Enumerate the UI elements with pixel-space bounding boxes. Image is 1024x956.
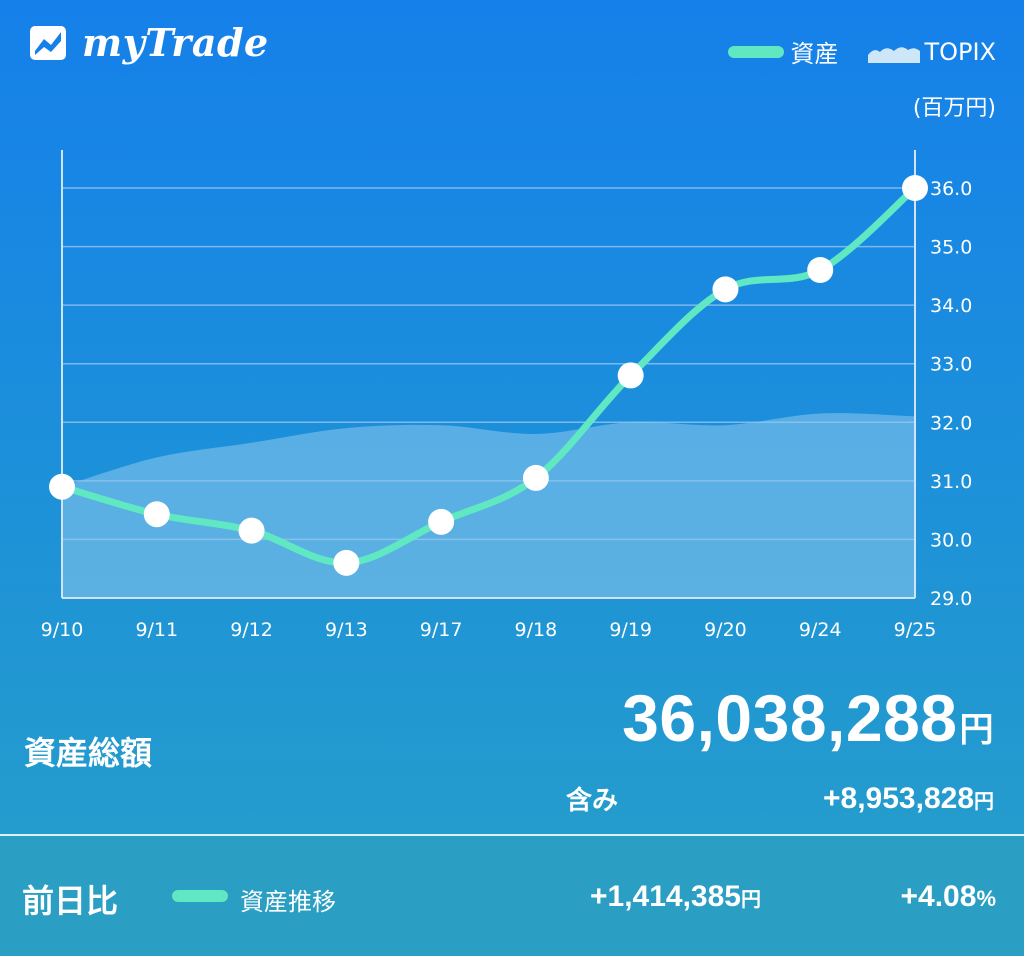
total-assets-value: 36,038,288円 bbox=[622, 680, 994, 756]
x-tick-label: 9/13 bbox=[325, 619, 368, 641]
daily-change-percent: +4.08% bbox=[901, 880, 996, 914]
asset-data-point[interactable] bbox=[333, 549, 360, 576]
app-logo: myTrade bbox=[30, 20, 269, 65]
total-assets-label: 資産総額 bbox=[24, 734, 153, 772]
asset-chart: 29.030.031.032.033.034.035.036.0 9/10 9/1… bbox=[41, 150, 972, 641]
mytrade-logo-icon bbox=[30, 25, 66, 60]
daily-change-bar: 前日比 資産推移 +1,414,385円 +4.08% bbox=[0, 836, 1024, 956]
asset-data-point[interactable] bbox=[238, 517, 265, 544]
x-tick-label: 9/11 bbox=[135, 619, 178, 641]
x-tick-label: 9/12 bbox=[230, 619, 273, 641]
total-assets-amount: 36,038,288 bbox=[622, 681, 958, 755]
y-tick-label: 30.0 bbox=[930, 529, 972, 551]
asset-line-swatch bbox=[728, 45, 785, 58]
asset-summary: 資産総額 36,038,288円 含み +8,953,828円 bbox=[0, 670, 1024, 830]
y-tick-label: 34.0 bbox=[930, 295, 972, 317]
asset-points bbox=[49, 175, 928, 576]
divider bbox=[0, 834, 1024, 836]
daily-change-pct-unit: % bbox=[976, 886, 996, 911]
daily-change-pct-value: +4.08 bbox=[900, 880, 977, 913]
unrealized-unit: 円 bbox=[974, 791, 994, 813]
x-tick-label: 9/19 bbox=[609, 619, 652, 641]
x-tick-label: 9/10 bbox=[41, 619, 84, 641]
x-tick-label: 9/25 bbox=[894, 619, 937, 641]
asset-data-point[interactable] bbox=[807, 257, 834, 283]
asset-line bbox=[58, 184, 919, 567]
x-tick-labels: 9/10 9/11 9/12 9/13 9/17 9/18 9/19 9/20 9/24 9/25 bbox=[41, 619, 937, 641]
unrealized-label: 含み bbox=[566, 786, 619, 816]
daily-change-unit: 円 bbox=[740, 889, 761, 911]
x-tick-label: 9/20 bbox=[704, 619, 747, 641]
asset-data-point[interactable] bbox=[428, 508, 455, 535]
asset-data-point[interactable] bbox=[522, 464, 549, 491]
legend-label-topix: TOPIX bbox=[924, 37, 996, 66]
asset-data-point[interactable] bbox=[617, 362, 644, 389]
unrealized-amount: +8,953,828 bbox=[823, 782, 974, 815]
y-tick-label: 36.0 bbox=[930, 178, 972, 200]
unrealized-value: +8,953,828円 bbox=[823, 782, 994, 816]
daily-change-amount: +1,414,385円 bbox=[590, 880, 761, 914]
y-tick-label: 31.0 bbox=[930, 471, 972, 493]
x-tick-label: 9/18 bbox=[515, 619, 558, 641]
asset-data-point[interactable] bbox=[712, 276, 739, 303]
topix-area-icon bbox=[868, 46, 921, 63]
y-tick-label: 32.0 bbox=[930, 412, 972, 434]
chart-legend: 資産 TOPIX bbox=[728, 34, 996, 69]
asset-data-point[interactable] bbox=[143, 501, 170, 528]
y-tick-label: 29.0 bbox=[930, 588, 972, 610]
app-name: myTrade bbox=[82, 20, 269, 65]
y-tick-labels: 29.0 30.0 31.0 32.0 33.0 34.0 35.0 36.0 bbox=[930, 178, 972, 610]
daily-change-value: +1,414,385 bbox=[590, 880, 741, 913]
legend-item-asset[interactable]: 資産 bbox=[728, 34, 838, 69]
x-tick-label: 9/24 bbox=[799, 619, 842, 641]
chart-unit-label: (百万円) bbox=[912, 96, 996, 121]
y-tick-label: 33.0 bbox=[930, 354, 972, 376]
legend-item-topix[interactable]: TOPIX bbox=[868, 38, 996, 66]
asset-data-point[interactable] bbox=[49, 473, 75, 500]
legend-label-asset: 資産 bbox=[790, 40, 839, 68]
trend-line-swatch bbox=[172, 890, 228, 902]
asset-trend-label: 資産推移 bbox=[240, 888, 336, 916]
header: myTrade 資産 TOPIX (百万円) bbox=[0, 0, 1024, 140]
total-assets-unit: 円 bbox=[959, 711, 994, 749]
asset-data-point[interactable] bbox=[902, 175, 928, 201]
x-tick-label: 9/17 bbox=[420, 619, 463, 641]
prev-day-label: 前日比 bbox=[22, 882, 119, 920]
y-tick-label: 35.0 bbox=[930, 237, 972, 259]
